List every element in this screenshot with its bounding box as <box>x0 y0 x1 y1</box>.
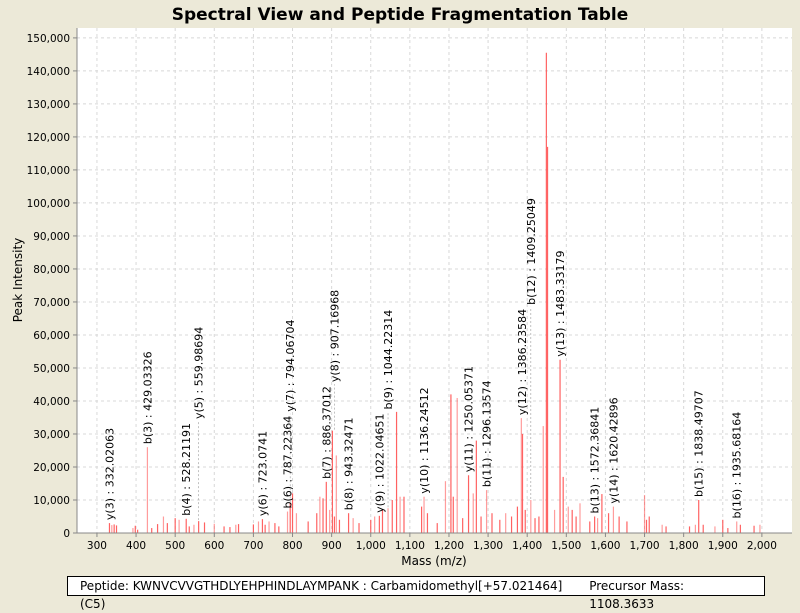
y-tick-label: 80,000 <box>33 264 70 276</box>
y-tick-label: 150,000 <box>27 33 70 45</box>
y-tick-label: 10,000 <box>33 495 70 507</box>
x-tick-label: 2,000 <box>747 540 777 552</box>
x-tick-label: 1,000 <box>356 540 386 552</box>
x-tick-label: 1,900 <box>708 540 738 552</box>
x-tick-label: 1,200 <box>434 540 464 552</box>
y-tick-label: 60,000 <box>33 330 70 342</box>
fragment-ion-label: b(4) : 528.21191 <box>180 423 193 516</box>
y-tick-label: 20,000 <box>33 462 70 474</box>
fragment-ion-label: b(12) : 1409.25049 <box>525 198 538 305</box>
fragment-ion-label: y(3) : 332.02063 <box>103 428 116 520</box>
peptide-sequence: Peptide: KWNVCVVGTHDLYEHPHINDLAYMPANK : … <box>80 579 563 611</box>
x-tick-label: 600 <box>204 540 224 552</box>
x-tick-label: 1,300 <box>473 540 503 552</box>
fragment-ion-label: b(3) : 429.03326 <box>141 351 154 444</box>
fragment-ion-label: y(10) : 1136.24512 <box>418 387 431 493</box>
y-tick-label: 140,000 <box>27 66 70 78</box>
x-tick-label: 1,100 <box>395 540 425 552</box>
peptide-info-box: Peptide: KWNVCVVGTHDLYEHPHINDLAYMPANK : … <box>67 576 765 611</box>
fragment-ion-label: b(11) : 1296.13574 <box>481 380 494 487</box>
fragment-ion-label: b(8) : 943.32471 <box>343 417 356 510</box>
fragment-ion-label: b(16) : 1935.68164 <box>731 412 744 519</box>
x-tick-label: 700 <box>243 540 263 552</box>
fragment-ion-label: y(13) : 1483.33179 <box>554 250 567 356</box>
y-tick-label: 70,000 <box>33 297 70 309</box>
fragment-ion-label: b(13) : 1572.36841 <box>589 407 602 514</box>
fragment-ion-label: y(12) : 1386.23584 <box>516 309 529 415</box>
chart-title: Spectral View and Peptide Fragmentation … <box>172 5 629 25</box>
plot-area <box>77 28 792 533</box>
x-tick-label: 500 <box>165 540 185 552</box>
y-axis-label: Peak Intensity <box>11 238 25 323</box>
x-tick-label: 1,800 <box>669 540 699 552</box>
fragment-ion-label: b(7) : 886.37012 <box>320 386 333 479</box>
x-tick-label: 1,700 <box>630 540 660 552</box>
x-tick-label: 900 <box>322 540 342 552</box>
fragment-ion-label: y(5) : 559.98694 <box>193 327 206 419</box>
y-tick-label: 50,000 <box>33 363 70 375</box>
y-tick-label: 130,000 <box>27 99 70 111</box>
precursor-mass: Precursor Mass: 1108.3633 <box>589 579 685 611</box>
fragment-ion-label: y(11) : 1250.05371 <box>463 366 476 472</box>
fragment-ion-label: b(15) : 1838.49707 <box>693 390 706 497</box>
spectrum-chart: Spectral View and Peptide Fragmentation … <box>11 5 792 568</box>
fragment-ion-label: y(8) : 907.16968 <box>328 290 341 382</box>
x-tick-label: 800 <box>282 540 302 552</box>
x-tick-label: 400 <box>126 540 146 552</box>
fragment-ion-label: y(9) : 1022.04651 <box>373 414 386 513</box>
x-tick-label: 300 <box>87 540 107 552</box>
fragment-ion-label: y(14) : 1620.42896 <box>607 397 620 503</box>
y-tick-label: 120,000 <box>27 132 70 144</box>
x-tick-label: 1,400 <box>512 540 542 552</box>
x-tick-label: 1,600 <box>590 540 620 552</box>
y-tick-label: 100,000 <box>27 198 70 210</box>
y-tick-label: 40,000 <box>33 396 70 408</box>
fragment-ion-label: y(6) : 723.0741 <box>256 431 269 516</box>
fragment-ion-label: b(9) : 1044.22314 <box>382 310 395 410</box>
fragment-ion-label: y(7) : 794.06704 <box>284 320 297 412</box>
x-axis-label: Mass (m/z) <box>401 554 466 568</box>
y-tick-label: 110,000 <box>27 165 70 177</box>
x-tick-label: 1,500 <box>551 540 581 552</box>
y-tick-label: 30,000 <box>33 429 70 441</box>
y-tick-label: 0 <box>63 528 70 540</box>
y-tick-label: 90,000 <box>33 231 70 243</box>
fragment-ion-label: b(6) : 787.22364 <box>282 416 295 509</box>
